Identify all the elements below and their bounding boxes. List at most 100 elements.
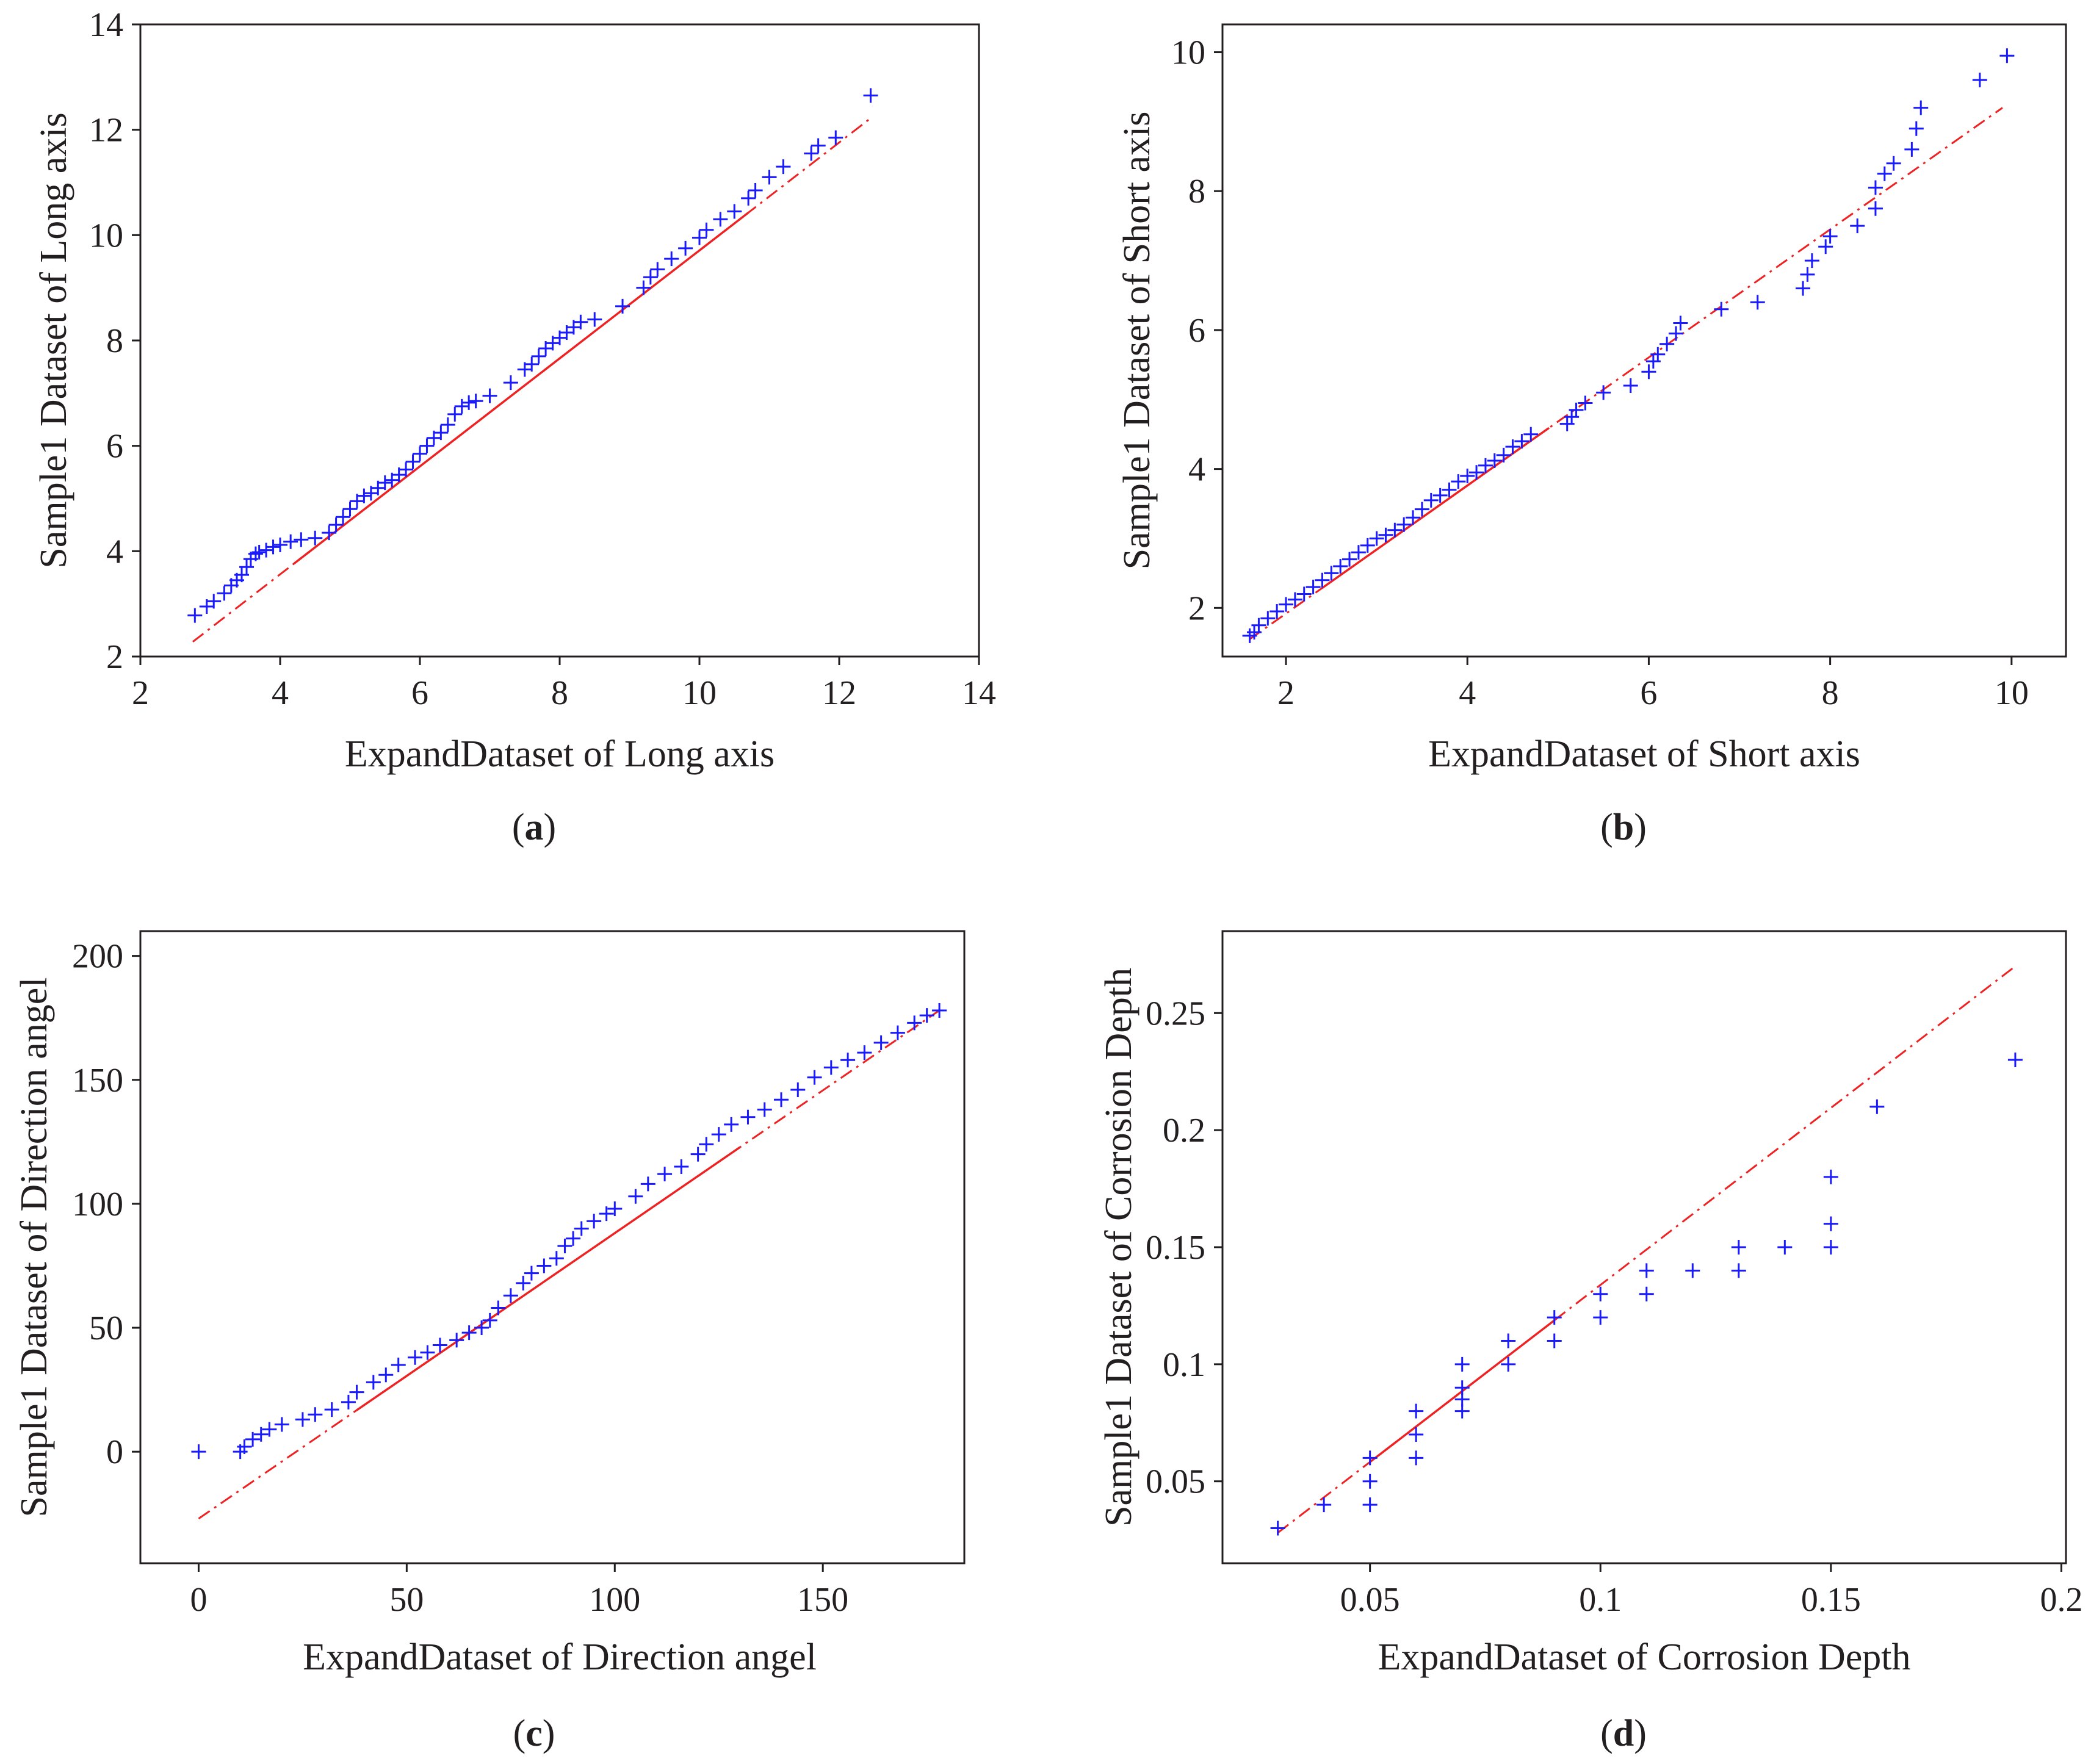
y-tick-label: 50: [89, 1309, 123, 1347]
data-point: [1454, 1380, 1470, 1395]
data-point: [557, 1238, 572, 1253]
data-point: [399, 462, 414, 477]
data-point: [237, 1439, 252, 1455]
y-axis-label: Sample1 Dataset of Long axis: [33, 112, 74, 568]
x-tick-label: 0.15: [1801, 1581, 1861, 1619]
data-point: [650, 262, 665, 277]
panel-d: 0.05 0.1 0.15 0.2 0.05 0.1 0.15 0.2 0.25 ExpandD…: [1098, 930, 2082, 1754]
reference-line: [198, 1009, 940, 1520]
data-point: [587, 1214, 602, 1229]
data-point: [907, 1015, 922, 1031]
data-point: [774, 1092, 789, 1107]
data-point: [328, 517, 344, 533]
data-point: [863, 88, 878, 103]
data-point: [536, 1258, 552, 1273]
data-point: [1673, 315, 1688, 331]
data-point: [341, 1394, 356, 1409]
data-point: [1869, 1099, 1885, 1114]
data-point: [245, 1431, 261, 1447]
data-point: [447, 406, 463, 422]
data-point: [253, 1427, 269, 1442]
x-tick-label: 8: [551, 674, 568, 712]
data-point: [349, 1384, 364, 1400]
y-tick-label: 12: [89, 112, 123, 149]
data-point: [1342, 552, 1357, 567]
data-point: [1593, 1310, 1608, 1325]
data-point: [1432, 488, 1448, 503]
reference-line-solid: [356, 1147, 740, 1411]
y-tick-label: 10: [1171, 34, 1205, 72]
data-point: [1659, 336, 1675, 351]
data-point: [643, 270, 658, 285]
y-tick-label: 8: [106, 322, 123, 360]
reference-line: [192, 117, 872, 643]
y-tick-label: 10: [89, 217, 123, 254]
data-point: [1451, 474, 1466, 489]
plot-frame: [139, 930, 966, 1564]
data-point: [433, 425, 449, 441]
data-point: [628, 1189, 643, 1204]
data-point: [1362, 1450, 1378, 1466]
data-points: [1242, 48, 2015, 643]
data-point: [1505, 439, 1520, 455]
data-point: [1296, 586, 1312, 602]
data-point: [587, 312, 602, 327]
data-point: [377, 475, 392, 491]
data-point: [1750, 295, 1765, 310]
reference-line-solid: [293, 212, 749, 564]
data-points: [1270, 1053, 2023, 1536]
data-point: [615, 298, 630, 314]
data-point: [274, 1417, 289, 1432]
data-point: [599, 1206, 614, 1222]
data-point: [1279, 597, 1294, 612]
data-point: [1501, 1333, 1516, 1348]
data-point: [491, 1300, 506, 1316]
data-point: [1378, 527, 1393, 542]
data-point: [724, 1117, 739, 1132]
data-point: [524, 356, 540, 372]
data-point: [1669, 326, 1684, 341]
data-point: [524, 1265, 539, 1281]
data-point: [482, 1312, 497, 1328]
data-point: [1351, 545, 1366, 560]
data-point: [239, 560, 255, 575]
data-point: [259, 542, 274, 558]
panel-c: 0 50 100 150 0 50 100 150 200 ExpandDataset of D…: [13, 930, 966, 1754]
data-point: [1822, 229, 1838, 244]
data-point: [468, 394, 483, 409]
data-point: [503, 1288, 518, 1303]
reference-line-solid: [1321, 427, 1550, 589]
tick-marks: 0.05 0.1 0.15 0.2 0.05 0.1 0.15 0.2 0.25: [1146, 995, 2082, 1619]
data-point: [2007, 1053, 2023, 1068]
data-point: [1409, 1403, 1424, 1419]
data-point: [262, 1422, 277, 1437]
data-point: [1362, 1497, 1378, 1513]
x-tick-label: 2: [132, 674, 149, 712]
data-point: [1823, 1216, 1838, 1231]
x-tick-label: 6: [411, 674, 428, 712]
data-point: [265, 539, 281, 555]
data-point: [1796, 281, 1811, 296]
data-point: [1514, 434, 1529, 449]
tick-marks: 0 50 100 150 0 50 100 150 200: [72, 938, 848, 1619]
y-tick-label: 4: [1188, 451, 1205, 489]
data-point: [1487, 453, 1502, 468]
data-point: [356, 488, 372, 503]
x-tick-label: 10: [1995, 674, 2029, 712]
x-tick-label: 6: [1640, 674, 1657, 712]
data-point: [366, 1375, 381, 1390]
data-point: [454, 398, 469, 414]
data-point: [811, 138, 826, 153]
data-point: [294, 532, 309, 547]
y-tick-label: 100: [72, 1186, 123, 1223]
data-point: [378, 1367, 394, 1383]
data-point: [413, 446, 427, 461]
data-point: [295, 1412, 310, 1427]
data-point: [713, 212, 728, 227]
data-point: [699, 222, 714, 237]
data-point: [741, 190, 756, 206]
x-tick-label: 12: [822, 674, 856, 712]
y-tick-label: 6: [1188, 312, 1205, 350]
